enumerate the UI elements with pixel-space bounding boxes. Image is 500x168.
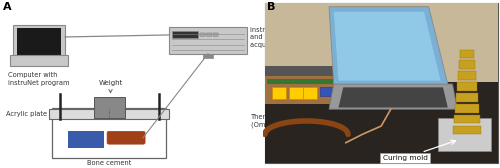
Text: Thermocouple
(Omega) probe: Thermocouple (Omega) probe bbox=[251, 114, 302, 128]
FancyBboxPatch shape bbox=[460, 50, 473, 58]
FancyBboxPatch shape bbox=[438, 118, 490, 151]
FancyBboxPatch shape bbox=[288, 87, 303, 99]
Text: A: A bbox=[2, 2, 11, 12]
FancyBboxPatch shape bbox=[267, 79, 410, 84]
Text: Curing mold: Curing mold bbox=[382, 140, 456, 161]
Text: Bone cement: Bone cement bbox=[87, 160, 132, 166]
Text: Weight: Weight bbox=[98, 80, 122, 93]
Polygon shape bbox=[338, 87, 448, 108]
FancyBboxPatch shape bbox=[303, 87, 317, 99]
FancyBboxPatch shape bbox=[265, 66, 419, 76]
FancyBboxPatch shape bbox=[206, 33, 212, 36]
FancyBboxPatch shape bbox=[172, 31, 198, 38]
FancyBboxPatch shape bbox=[52, 108, 166, 158]
Polygon shape bbox=[329, 7, 448, 84]
FancyBboxPatch shape bbox=[320, 87, 338, 96]
FancyBboxPatch shape bbox=[17, 28, 61, 56]
FancyBboxPatch shape bbox=[13, 25, 65, 59]
FancyBboxPatch shape bbox=[200, 33, 205, 36]
FancyBboxPatch shape bbox=[458, 71, 475, 80]
FancyBboxPatch shape bbox=[457, 82, 476, 91]
FancyBboxPatch shape bbox=[454, 115, 480, 123]
Polygon shape bbox=[334, 12, 440, 81]
Text: B: B bbox=[267, 2, 276, 12]
FancyBboxPatch shape bbox=[459, 60, 474, 69]
FancyBboxPatch shape bbox=[94, 97, 125, 118]
Text: Acrylic plate: Acrylic plate bbox=[6, 111, 47, 117]
FancyBboxPatch shape bbox=[272, 87, 286, 99]
FancyBboxPatch shape bbox=[203, 54, 213, 58]
Text: instruNet controller
and data
acquisition device: instruNet controller and data acquisitio… bbox=[250, 27, 314, 48]
FancyBboxPatch shape bbox=[68, 131, 104, 148]
FancyBboxPatch shape bbox=[265, 82, 498, 163]
Text: Computer with
instruNet program: Computer with instruNet program bbox=[8, 72, 70, 86]
FancyBboxPatch shape bbox=[10, 55, 68, 66]
FancyBboxPatch shape bbox=[452, 126, 481, 134]
FancyBboxPatch shape bbox=[265, 67, 431, 104]
Polygon shape bbox=[329, 84, 457, 109]
FancyBboxPatch shape bbox=[454, 104, 479, 113]
FancyBboxPatch shape bbox=[169, 27, 247, 54]
FancyBboxPatch shape bbox=[50, 109, 169, 119]
FancyBboxPatch shape bbox=[456, 93, 478, 102]
FancyBboxPatch shape bbox=[265, 3, 498, 84]
FancyBboxPatch shape bbox=[265, 3, 498, 163]
FancyBboxPatch shape bbox=[213, 33, 218, 36]
FancyBboxPatch shape bbox=[107, 131, 145, 144]
